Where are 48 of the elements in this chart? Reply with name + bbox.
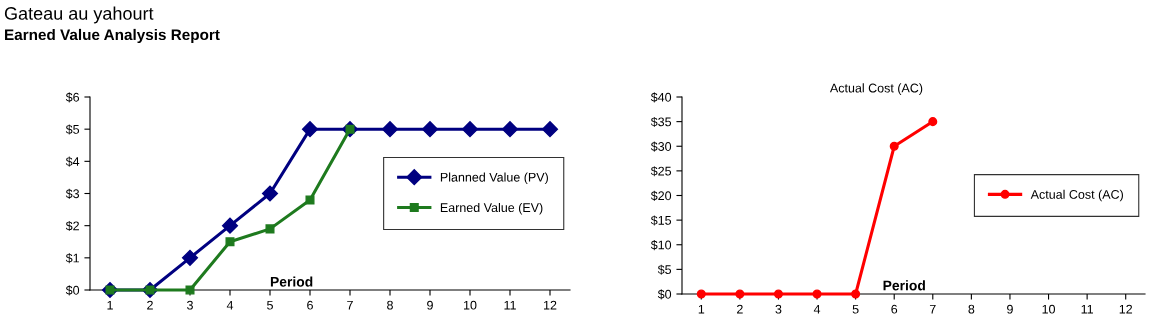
x-tick-label: 8 <box>968 304 975 314</box>
legend-label: Planned Value (PV) <box>440 172 548 185</box>
y-tick-label: $0 <box>657 289 672 300</box>
y-tick-label: $10 <box>650 240 672 251</box>
x-tick-label: 5 <box>852 304 859 314</box>
x-tick-label: 11 <box>504 300 516 310</box>
x-tick-label: 4 <box>226 300 234 310</box>
x-tick-label: 9 <box>427 300 433 310</box>
y-tick-label: $0 <box>65 285 80 296</box>
x-tick-label: 3 <box>775 304 782 314</box>
chart-title: Actual Cost (AC) <box>829 83 923 95</box>
y-tick-label: $35 <box>650 116 672 128</box>
x-axis-title: Period <box>270 276 313 287</box>
x-tick-label: 9 <box>1007 304 1013 314</box>
y-tick-label: $30 <box>650 141 672 152</box>
y-tick-label: $40 <box>650 92 672 103</box>
x-tick-label: 2 <box>737 304 743 314</box>
x-tick-label: 1 <box>107 300 113 310</box>
x-tick-label: 11 <box>1081 304 1094 314</box>
x-tick-label: 12 <box>544 300 557 310</box>
x-tick-label: 3 <box>187 300 193 310</box>
x-tick-label: 12 <box>1119 304 1133 314</box>
x-tick-label: 7 <box>929 304 936 314</box>
y-tick-label: $6 <box>65 92 80 103</box>
x-axis-title: Period <box>883 280 925 291</box>
y-tick-label: $20 <box>650 190 672 201</box>
x-tick-label: 10 <box>464 300 477 310</box>
y-tick-label: $2 <box>65 220 79 232</box>
y-tick-label: $1 <box>65 253 79 264</box>
y-tick-label: $15 <box>650 215 672 226</box>
x-tick-label: 4 <box>813 304 821 314</box>
x-tick-label: 10 <box>1042 304 1056 314</box>
chart-title: Gateau au yahourt <box>4 6 154 24</box>
x-tick-label: 8 <box>387 300 393 310</box>
legend-label: Actual Cost (AC) <box>1030 189 1123 202</box>
x-tick-label: 2 <box>147 300 153 310</box>
x-tick-label: 6 <box>307 300 313 310</box>
y-tick-label: $4 <box>65 156 80 167</box>
legend-label: Earned Value (EV) <box>440 202 543 215</box>
x-tick-label: 1 <box>698 304 705 314</box>
x-tick-label: 7 <box>347 300 353 310</box>
y-tick-label: $5 <box>657 264 672 275</box>
y-tick-label: $3 <box>65 188 80 199</box>
y-tick-label: $25 <box>650 166 672 177</box>
x-tick-label: 6 <box>891 304 898 314</box>
x-tick-label: 5 <box>267 300 273 310</box>
y-tick-label: $5 <box>65 124 80 135</box>
chart-subtitle: Earned Value Analysis Report <box>5 28 220 44</box>
